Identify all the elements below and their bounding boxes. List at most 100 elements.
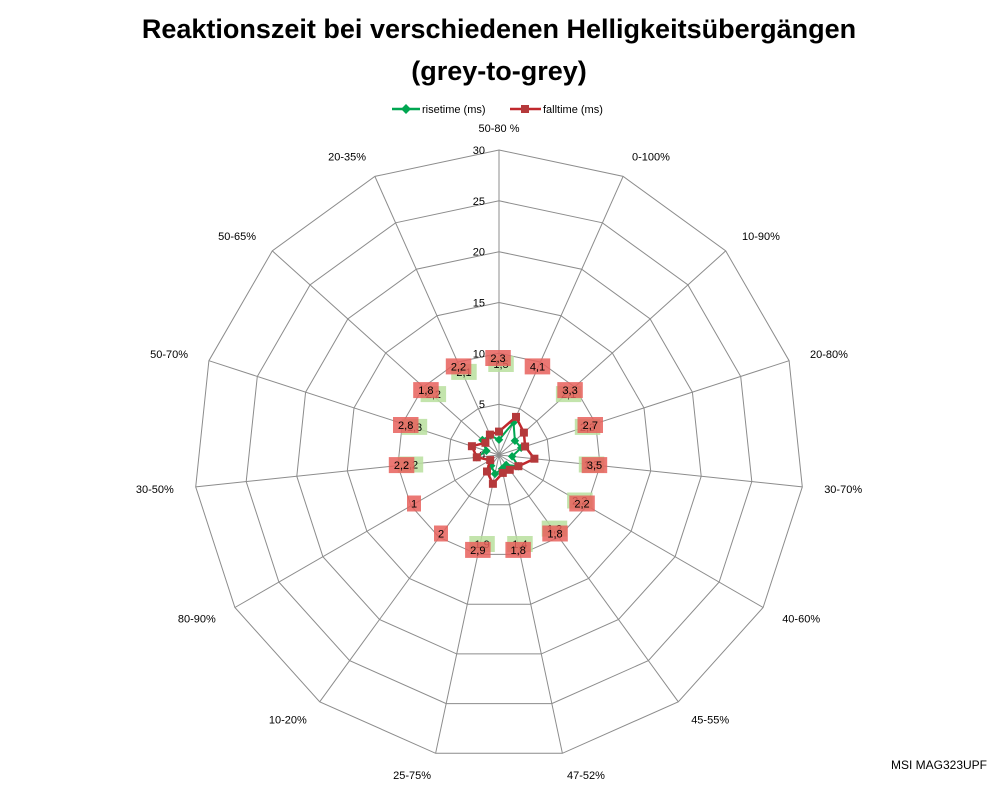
falltime-point-9 [483, 467, 491, 476]
falltime-label-bg-5 [569, 495, 595, 512]
falltime-point-0 [495, 427, 503, 436]
tick-label-10: 10 [473, 348, 485, 360]
spoke-8 [435, 454, 500, 754]
falltime-label-bg-0 [485, 350, 511, 366]
spoke-14 [374, 176, 500, 456]
falltime-point-3 [521, 442, 530, 451]
category-label-9: 10-20% [269, 715, 307, 727]
legend-marker-risetime [401, 104, 411, 114]
series-line-falltime [470, 415, 536, 486]
falltime-point-12 [467, 442, 476, 451]
tick-label-0: 0 [479, 450, 485, 462]
category-label-11: 30-50% [136, 484, 174, 496]
category-label-13: 50-65% [218, 231, 256, 243]
falltime-point-8 [488, 479, 497, 488]
risetime-point-4 [507, 452, 517, 461]
category-label-1: 0-100% [632, 151, 670, 163]
radar-spokes [195, 150, 803, 754]
series-falltime [467, 412, 539, 488]
falltime-label-bg-8 [465, 541, 491, 558]
falltime-label-1: 4,1 [530, 361, 545, 373]
chart-title-line1: Reaktionszeit bei verschiedenen Helligke… [142, 14, 856, 44]
falltime-point-1 [512, 412, 520, 421]
spoke-13 [271, 250, 500, 456]
tick-label-25: 25 [473, 196, 485, 208]
falltime-label-11: 2,2 [394, 460, 409, 472]
spoke-10 [234, 454, 500, 608]
category-label-0: 50-80 % [479, 123, 520, 135]
category-label-4: 30-70% [824, 484, 862, 496]
falltime-point-11 [472, 453, 481, 462]
radar-grid [195, 149, 803, 754]
spoke-9 [319, 454, 500, 703]
falltime-label-bg-12 [393, 417, 419, 433]
spoke-3 [498, 360, 790, 456]
category-label-8: 25-75% [393, 770, 431, 782]
tick-label-5: 5 [479, 399, 485, 411]
category-label-12: 50-70% [150, 349, 188, 361]
falltime-point-5 [514, 462, 523, 471]
falltime-label-bg-10 [407, 495, 421, 512]
falltime-label-bg-6 [542, 525, 568, 542]
spoke-7 [498, 454, 563, 754]
grid-ring-15 [346, 301, 652, 605]
chart-title-line2: (grey-to-grey) [411, 56, 587, 86]
falltime-label-bg-13 [413, 382, 439, 399]
falltime-label-bg-9 [434, 525, 448, 542]
falltime-point-10 [486, 456, 495, 465]
risetime-point-0 [494, 435, 504, 445]
category-label-5: 40-60% [782, 614, 820, 626]
falltime-point-6 [505, 465, 514, 474]
falltime-label-14: 2,2 [451, 361, 466, 373]
falltime-label-bg-2 [557, 382, 583, 399]
spoke-1 [498, 176, 624, 456]
spoke-5 [498, 454, 764, 608]
legend: risetime (ms) falltime (ms) [392, 104, 603, 116]
spoke-2 [498, 250, 727, 456]
falltime-label-5: 2,2 [574, 499, 589, 511]
tick-label-30: 30 [473, 145, 485, 157]
spoke-6 [498, 454, 679, 703]
spoke-4 [498, 454, 803, 488]
category-label-3: 20-80% [810, 349, 848, 361]
falltime-point-4 [530, 454, 539, 463]
legend-marker-falltime [521, 105, 529, 113]
falltime-label-9: 2 [438, 529, 444, 541]
falltime-label-bg-11 [388, 457, 415, 474]
radial-axis-ticks: 0 5 10 15 20 25 30 [473, 145, 485, 462]
legend-label-risetime: risetime (ms) [422, 104, 486, 116]
falltime-point-13 [481, 438, 490, 447]
category-label-6: 45-55% [691, 715, 729, 727]
legend-label-falltime: falltime (ms) [543, 104, 603, 116]
risetime-point-12 [482, 446, 491, 456]
watermark-text: MSI MAG323UPF [890, 758, 987, 772]
falltime-label-2: 3,3 [562, 385, 577, 397]
category-label-10: 80-90% [178, 614, 216, 626]
grid-ring-5 [447, 403, 551, 506]
risetime-point-2 [510, 436, 520, 445]
grid-ring-30 [195, 149, 803, 754]
grid-ring-20 [296, 251, 702, 655]
falltime-label-3: 2,7 [583, 420, 598, 432]
falltime-label-bg-7 [505, 541, 531, 558]
grid-ring-10 [397, 352, 601, 555]
falltime-label-7: 1,8 [511, 545, 526, 557]
falltime-label-bg-1 [524, 358, 551, 375]
falltime-label-12: 2,8 [398, 420, 413, 432]
falltime-label-13: 1,8 [418, 385, 433, 397]
category-label-7: 47-52% [567, 770, 605, 782]
falltime-label-6: 1,8 [547, 529, 562, 541]
falltime-label-10: 1 [411, 499, 417, 511]
tick-label-15: 15 [473, 298, 485, 310]
falltime-label-4: 3,5 [587, 460, 602, 472]
category-label-2: 10-90% [742, 231, 780, 243]
tick-label-20: 20 [473, 247, 485, 259]
falltime-label-bg-3 [577, 417, 603, 433]
category-labels: 50-80 % 0-100% 10-90% 20-80% 30-70% 40-60% 45-… [136, 123, 862, 782]
falltime-label-bg-14 [445, 358, 472, 375]
falltime-label-bg-4 [581, 457, 608, 474]
legend-item-falltime: falltime (ms) [510, 104, 603, 116]
grid-ring-25 [245, 200, 753, 705]
data-labels: 1,52,12,31,32,21,21,41,92,21,32,22,12,34… [388, 350, 608, 558]
